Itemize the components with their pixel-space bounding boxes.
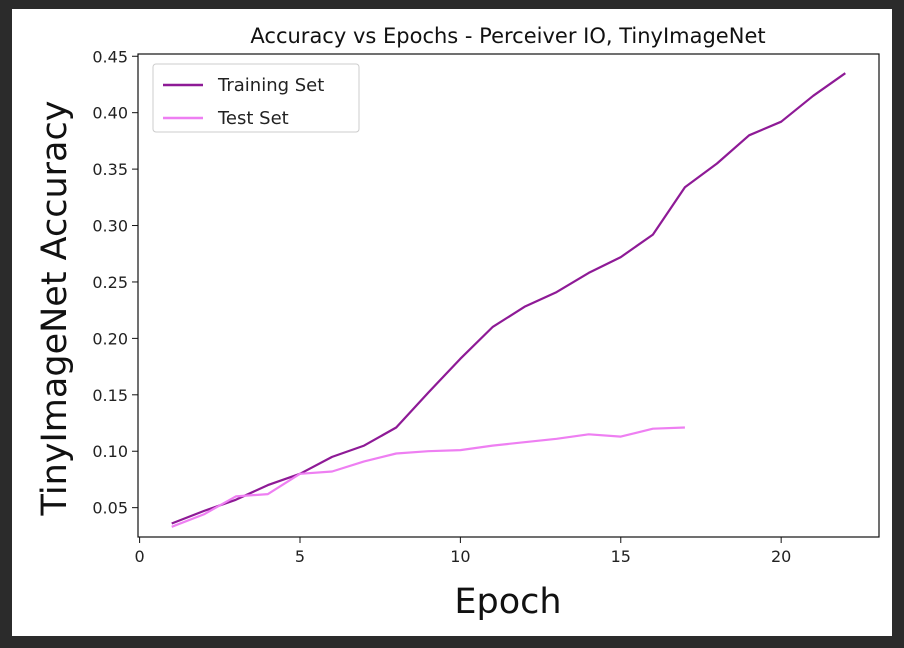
y-tick-label: 0.40 <box>92 104 128 123</box>
x-tick-label: 5 <box>295 547 305 566</box>
y-tick-label: 0.30 <box>92 217 128 236</box>
x-tick-label: 20 <box>771 547 791 566</box>
y-tick-label: 0.05 <box>92 499 128 518</box>
y-tick-label: 0.10 <box>92 442 128 461</box>
y-tick-label: 0.45 <box>92 47 128 66</box>
series-line-test <box>171 426 685 528</box>
x-axis-label: Epoch <box>454 582 561 622</box>
y-axis-label: TinyImageNet Accuracy <box>35 101 75 517</box>
figure: Accuracy vs Epochs - Perceiver IO, TinyI… <box>12 9 892 636</box>
x-tick-label: 0 <box>135 547 145 566</box>
x-tick-label: 15 <box>611 547 631 566</box>
legend-label: Test Set <box>217 108 289 129</box>
line-chart: Accuracy vs Epochs - Perceiver IO, TinyI… <box>35 24 880 622</box>
chart-title: Accuracy vs Epochs - Perceiver IO, TinyI… <box>250 24 765 48</box>
y-tick-label: 0.15 <box>92 386 128 405</box>
y-tick-label: 0.25 <box>92 273 128 292</box>
legend-label: Training Set <box>217 75 324 96</box>
series-line-training <box>171 72 846 525</box>
legend-box <box>152 63 360 133</box>
x-tick-label: 10 <box>450 547 470 566</box>
axes-frame <box>137 53 880 538</box>
y-tick-label: 0.35 <box>92 160 128 179</box>
y-tick-label: 0.20 <box>92 329 128 348</box>
plot-area: 0 5 10 15 20 0.05 0.10 0.15 0.20 0.25 0.30 0.35 0.40… <box>92 47 880 566</box>
